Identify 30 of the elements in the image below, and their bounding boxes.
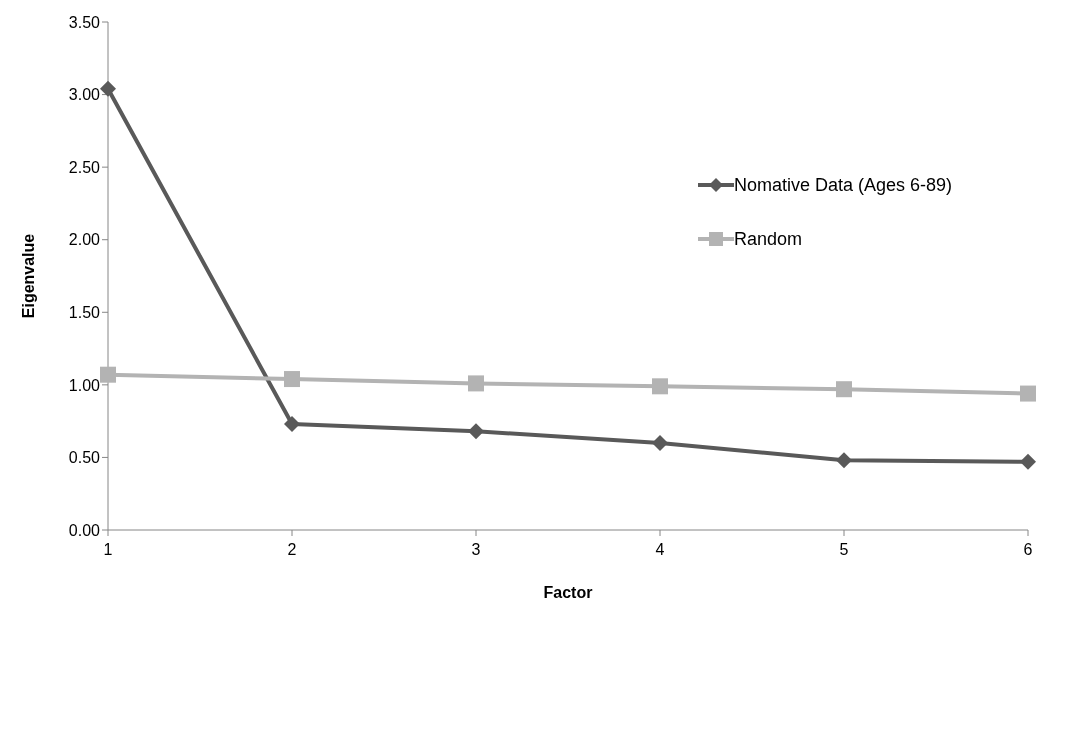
point bbox=[284, 416, 300, 433]
y-tick-label: 3.00 bbox=[68, 86, 101, 104]
y-tick-label: 1.00 bbox=[68, 376, 101, 394]
y-tick-label: 2.00 bbox=[68, 231, 101, 249]
point bbox=[836, 452, 852, 469]
point bbox=[1020, 385, 1036, 402]
x-axis-title: Factor bbox=[543, 584, 593, 601]
x-tick-label: 2 bbox=[287, 541, 297, 559]
point bbox=[1020, 453, 1036, 470]
y-tick-label: 0.00 bbox=[68, 521, 101, 539]
y-tick-label: 1.50 bbox=[68, 303, 101, 321]
point bbox=[100, 80, 116, 97]
point bbox=[100, 366, 116, 383]
y-tick-label: 0.50 bbox=[68, 449, 101, 467]
point bbox=[836, 381, 852, 398]
legend-label: Random bbox=[734, 228, 803, 250]
x-tick-label: 5 bbox=[839, 541, 849, 559]
x-tick-label: 6 bbox=[1023, 541, 1033, 559]
point bbox=[468, 375, 484, 392]
point bbox=[284, 371, 300, 388]
point bbox=[652, 378, 668, 395]
y-tick-label: 3.50 bbox=[68, 13, 101, 31]
x-tick-label: 1 bbox=[103, 541, 113, 559]
x-tick-label: 4 bbox=[655, 541, 665, 559]
point bbox=[652, 434, 668, 451]
point bbox=[468, 423, 484, 440]
legend-label: Nomative Data (Ages 6-89) bbox=[734, 174, 953, 196]
y-tick-label: 2.50 bbox=[68, 158, 101, 176]
y-axis-title: Eigenvalue bbox=[19, 233, 37, 319]
x-tick-label: 3 bbox=[471, 541, 481, 559]
